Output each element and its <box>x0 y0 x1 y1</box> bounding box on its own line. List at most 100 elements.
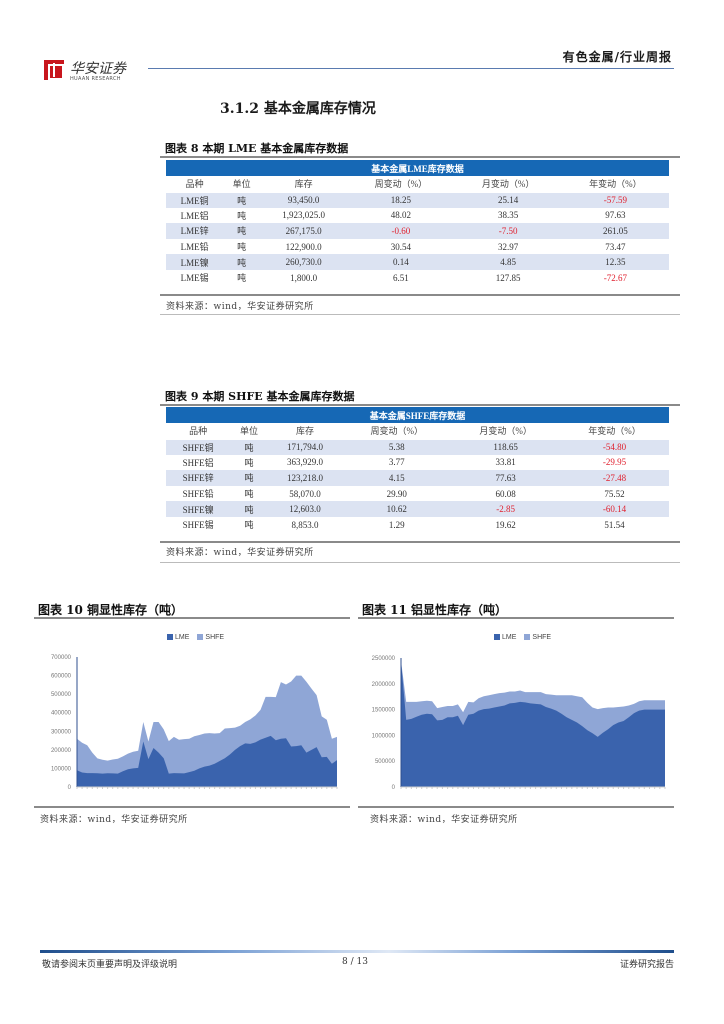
section-title: 3.1.2 基本金属库存情况 <box>220 101 376 117</box>
table-cell: 261.05 <box>561 223 669 239</box>
table-cell: LME锌 <box>166 223 224 239</box>
table-cell: 30.54 <box>390 241 412 252</box>
y-tick-label: 500000 <box>51 692 72 698</box>
table-cell: 吨 <box>223 192 260 208</box>
table-cell: 29.90 <box>386 488 407 499</box>
y-tick-label: 1000000 <box>372 733 396 739</box>
table-cell: 51.54 <box>604 519 625 530</box>
lme-table-banner: 基本金属LME库存数据 <box>166 160 669 176</box>
table-cell: SHFE铝 <box>182 457 214 468</box>
footer-divider <box>40 950 674 953</box>
col-header-unit: 单位 <box>230 423 268 440</box>
legend-lme: LME <box>167 634 189 641</box>
table-cell: SHFE锡 <box>182 520 214 531</box>
table-cell: -7.50 <box>454 223 562 239</box>
table-cell: 25.14 <box>454 192 562 208</box>
col-header-variety: 品种 <box>166 176 224 193</box>
table-cell: -27.48 <box>560 470 669 486</box>
table-cell: 260,730.0 <box>259 254 348 270</box>
table-cell: 77.63 <box>451 470 561 486</box>
fig8-top-rule <box>160 156 680 158</box>
table-cell: -2.85 <box>451 501 561 517</box>
fig11-legend: LME SHFE <box>494 634 551 641</box>
y-tick-label: 1500000 <box>372 708 396 714</box>
report-category: 有色金属/行业周报 <box>562 50 672 64</box>
table-cell: 3.77 <box>388 457 405 468</box>
logo-cn-text: 华安证券 <box>70 61 126 77</box>
fig9-source: 资料来源：wind，华安证券研究所 <box>166 548 314 558</box>
table-cell: 吨 <box>237 210 247 221</box>
table-cell: 123,218.0 <box>267 470 343 486</box>
table-row: LME铜吨 93,450.0 18.25 25.14 -57.59 <box>166 192 669 208</box>
table-cell: -72.67 <box>603 272 627 283</box>
lme-area <box>77 735 337 787</box>
fig11-source: 资料来源：wind，华安证券研究所 <box>370 815 518 825</box>
col-header-weekly-change: 周变动（%） <box>347 176 455 193</box>
legend-lme-label: LME <box>175 634 190 641</box>
table-cell: SHFE铜 <box>166 439 231 455</box>
y-tick-label: 600000 <box>51 674 72 680</box>
legend-shfe-swatch-icon <box>524 634 531 641</box>
col-header-monthly-change: 月变动（%） <box>451 423 561 440</box>
fig10-legend: LME SHFE <box>167 634 224 641</box>
table-cell: 73.47 <box>605 241 626 252</box>
table-row: SHFE铅 吨 58,070.0 29.90 60.08 75.52 <box>166 486 669 502</box>
table-row: LME锌吨 267,175.0 -0.60 -7.50 261.05 <box>166 223 669 239</box>
table-cell: 58,070.0 <box>289 488 321 499</box>
y-tick-label: 500000 <box>375 759 396 765</box>
y-tick-label: 0 <box>392 785 396 791</box>
legend-lme-swatch-icon <box>494 634 500 641</box>
fig10-top-rule <box>34 617 350 619</box>
table-cell: 吨 <box>230 439 268 455</box>
table-cell: 吨 <box>244 457 254 468</box>
y-tick-label: 200000 <box>51 748 72 754</box>
lme-table-wrap: 基本金属LME库存数据 品种 单位 库存 周变动（%） 月变动（%） 年变动（%… <box>166 160 669 286</box>
table-cell: -29.95 <box>602 457 627 468</box>
table-cell: 60.08 <box>495 488 516 499</box>
table-row: LME镍吨 260,730.0 0.14 4.85 12.35 <box>166 254 669 270</box>
logo-mark-icon <box>44 60 64 80</box>
lme-area <box>401 660 665 787</box>
table-cell: 363,929.0 <box>287 457 323 468</box>
table-cell: 19.62 <box>495 519 516 530</box>
footer-disclaimer: 敬请参阅末页重要声明及评级说明 <box>42 960 178 970</box>
col-header-monthly-change: 月变动（%） <box>454 176 562 193</box>
legend-shfe-swatch-icon <box>197 634 204 641</box>
table-cell: 吨 <box>230 501 268 517</box>
table-cell: 38.35 <box>498 210 519 221</box>
table-cell: 8,853.0 <box>291 519 319 530</box>
table-cell: 吨 <box>230 470 268 486</box>
page-number: 8 / 13 <box>342 957 368 967</box>
table-cell: SHFE镍 <box>166 501 231 517</box>
fig11-top-rule <box>358 617 674 619</box>
fig9-title: 图表 9 本期 SHFE 基本金属库存数据 <box>165 390 355 403</box>
table-cell: 32.97 <box>498 241 519 252</box>
shfe-table-banner: 基本金属SHFE库存数据 <box>166 407 669 423</box>
table-row: SHFE锡 吨 8,853.0 1.29 19.62 51.54 <box>166 517 669 533</box>
col-header-yearly-change: 年变动（%） <box>561 176 669 193</box>
col-header-variety: 品种 <box>166 423 231 440</box>
table-cell: 18.25 <box>347 192 455 208</box>
table-cell: 吨 <box>223 254 260 270</box>
aluminum-inventory-chart: 0 500000 1000000 1500000 2000000 2500000 <box>372 656 666 791</box>
fig8-source: 资料来源：wind，华安证券研究所 <box>166 302 314 312</box>
fig11-title: 图表 11 铝显性库存（吨） <box>362 603 508 617</box>
table-row: SHFE锌吨 123,218.0 4.15 77.63 -27.48 <box>166 470 669 486</box>
table-cell: 267,175.0 <box>259 223 348 239</box>
table-row: SHFE铜吨 171,794.0 5.38 118.65 -54.80 <box>166 439 669 455</box>
shfe-table-wrap: 基本金属SHFE库存数据 品种 单位 库存 周变动（%） 月变动（%） 年变动（… <box>166 407 669 533</box>
lme-inventory-table: 基本金属LME库存数据 品种 单位 库存 周变动（%） 月变动（%） 年变动（%… <box>166 160 669 286</box>
table-row: LME锡 吨 1,800.0 6.51 127.85 -72.67 <box>166 270 669 286</box>
table-row: SHFE镍吨 12,603.0 10.62 -2.85 -60.14 <box>166 501 669 517</box>
y-tick-label: 100000 <box>51 766 72 772</box>
table-cell: 1.29 <box>388 519 405 530</box>
table-cell: -54.80 <box>560 439 669 455</box>
fig9-source-rule <box>160 562 680 563</box>
copper-inventory-chart: 0 100000 200000 300000 400000 500000 600000 700… <box>51 655 338 791</box>
table-cell: -60.14 <box>560 501 669 517</box>
table-cell: 吨 <box>237 273 247 284</box>
legend-lme: LME <box>494 634 516 641</box>
y-tick-label: 300000 <box>51 729 72 735</box>
table-cell: 1,923,025.0 <box>282 210 326 221</box>
legend-shfe: SHFE <box>197 634 224 641</box>
